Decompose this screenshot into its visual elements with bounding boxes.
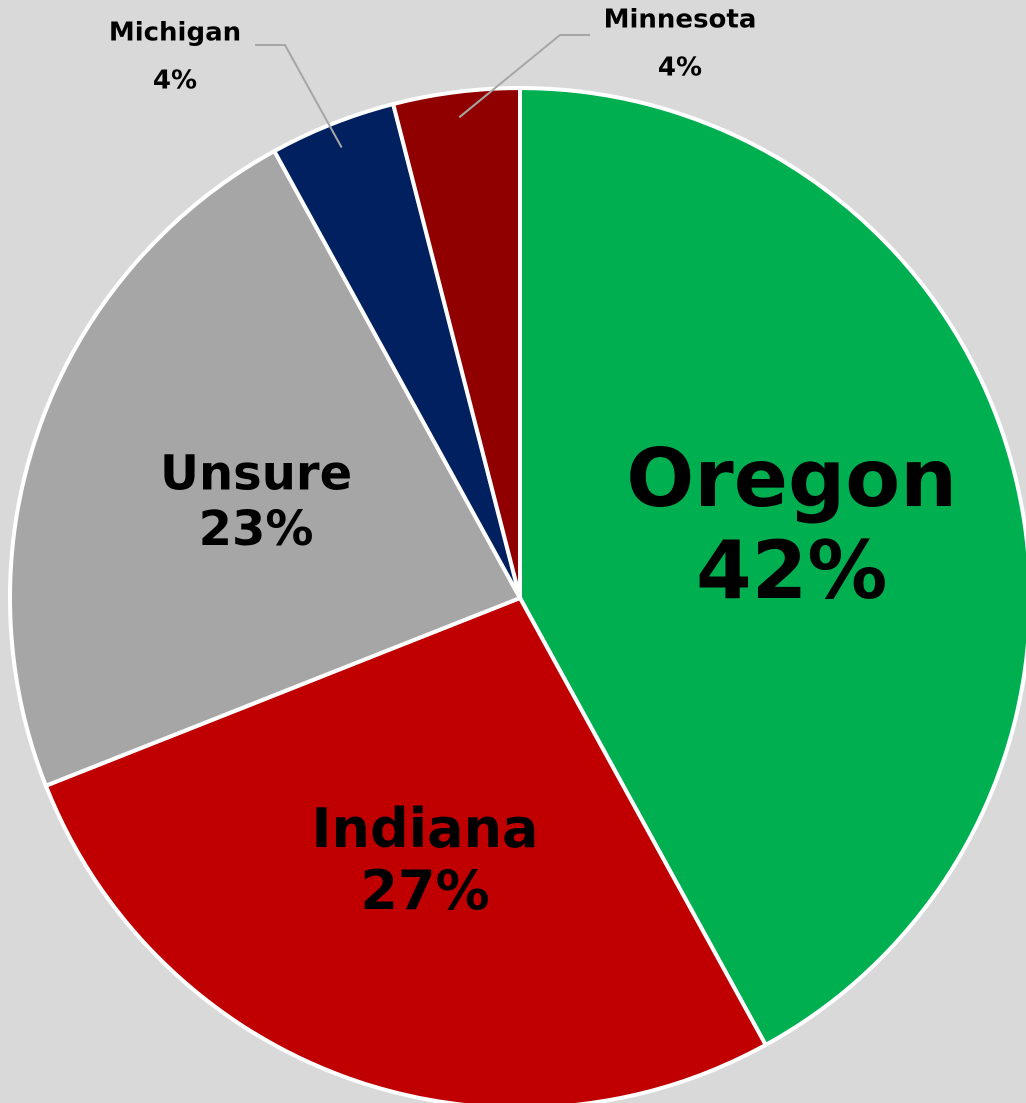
value-label: 27% — [360, 859, 489, 922]
slice-label: Michigan — [109, 18, 241, 48]
slice-label: Minnesota — [604, 5, 757, 35]
slice-label: Unsure — [160, 446, 352, 502]
pie-slice — [43, 595, 769, 1103]
pie-slice — [518, 85, 1026, 1048]
leader-line — [458, 34, 590, 119]
value-label: 4% — [658, 53, 702, 83]
slice-label: Indiana — [311, 797, 538, 860]
value-label: 23% — [199, 501, 314, 557]
value-label: 42% — [696, 524, 887, 617]
pie-slice — [8, 148, 523, 789]
value-label: 4% — [153, 66, 197, 96]
leader-line — [255, 44, 343, 149]
pie-slice — [390, 85, 522, 599]
slice-label: Oregon — [626, 432, 957, 525]
